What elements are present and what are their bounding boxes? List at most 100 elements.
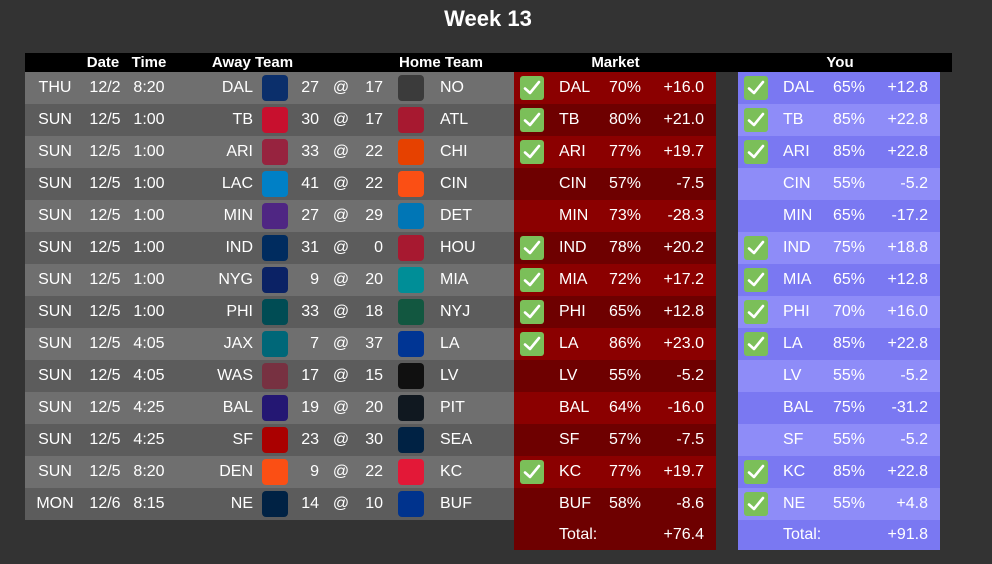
market-pick-value: -7.5 [676, 175, 704, 192]
at-symbol: @ [332, 303, 350, 320]
market-check-icon [520, 300, 544, 324]
at-symbol: @ [332, 335, 350, 352]
away-team-logo-icon [262, 363, 288, 389]
you-pick-team: SF [783, 431, 804, 448]
you-pick-pct: 85% [832, 111, 865, 128]
you-pick-panel [738, 264, 940, 296]
table-row: SUN 12/5 1:00 MIN 27 @29 DET MIN 73% -28.3 MIN 65% -… [25, 200, 952, 232]
page-title: Week 13 [444, 6, 532, 31]
you-pick-panel [738, 200, 940, 232]
market-pick-team: LV [559, 367, 578, 384]
table-row: SUN 12/5 4:25 SF 23 @30 SEA SF 57% -7.5 SF 55% -5.2 [25, 424, 952, 456]
market-pick-panel [514, 328, 716, 360]
game-time: 4:25 [133, 431, 165, 448]
game-date: 12/5 [89, 303, 121, 320]
market-pick-pct: 77% [608, 463, 641, 480]
you-total-value: +91.8 [887, 526, 928, 543]
game-date: 12/5 [89, 111, 121, 128]
you-pick-panel [738, 232, 940, 264]
game-time: 8:20 [133, 79, 165, 96]
market-pick-pct: 64% [608, 399, 641, 416]
market-pick-pct: 78% [608, 239, 641, 256]
away-team-logo-icon [262, 427, 288, 453]
away-score: 41 [301, 175, 319, 192]
home-team: LA [440, 335, 460, 352]
market-pick-team: MIN [559, 207, 589, 224]
market-pick-team: IND [559, 239, 587, 256]
you-pick-value: +22.8 [887, 143, 928, 160]
you-pick-value: -31.2 [891, 399, 928, 416]
you-pick-team: MIA [783, 271, 812, 288]
away-team-logo-icon [262, 299, 288, 325]
market-pick-panel [514, 264, 716, 296]
home-team-logo-icon [398, 203, 424, 229]
at-symbol: @ [332, 431, 350, 448]
you-pick-panel [738, 424, 940, 456]
you-pick-panel [738, 328, 940, 360]
market-pick-value: -8.6 [676, 495, 704, 512]
away-score: 31 [301, 239, 319, 256]
away-team: TB [232, 111, 253, 128]
game-day: SUN [38, 367, 72, 384]
home-team-logo-icon [398, 491, 424, 517]
you-pick-value: +4.8 [896, 495, 928, 512]
game-time: 8:15 [133, 495, 165, 512]
game-day: SUN [38, 431, 72, 448]
you-pick-pct: 55% [832, 495, 865, 512]
game-time: 4:05 [133, 335, 165, 352]
home-score: 30 [365, 431, 383, 448]
table-row: SUN 12/5 1:00 ARI 33 @22 CHI ARI 77% +19.7 ARI 85% +… [25, 136, 952, 168]
away-score: 9 [310, 271, 319, 288]
game-time: 8:20 [133, 463, 165, 480]
market-pick-panel [514, 232, 716, 264]
header-market: Market [591, 54, 640, 71]
you-check-icon [744, 108, 768, 132]
market-pick-panel [514, 296, 716, 328]
table-row: SUN 12/5 1:00 IND 31 @0 HOU IND 78% +20.2 IND 75% +1… [25, 232, 952, 264]
away-team-logo-icon [262, 107, 288, 133]
you-pick-team: IND [783, 239, 811, 256]
away-team: NE [230, 495, 253, 512]
game-time: 1:00 [133, 175, 165, 192]
game-date: 12/5 [89, 175, 121, 192]
away-team: PHI [226, 303, 253, 320]
you-pick-value: -5.2 [900, 175, 928, 192]
game-date: 12/5 [89, 431, 121, 448]
you-pick-team: CIN [783, 175, 811, 192]
market-total-value: +76.4 [663, 526, 704, 543]
you-check-icon [744, 300, 768, 324]
totals-row: Total: +76.4 Total: +91.8 [0, 520, 992, 550]
you-pick-pct: 70% [832, 303, 865, 320]
table-row: THU 12/2 8:20 DAL 27 @17 NO DAL 70% +16.0 DAL 65% +1… [25, 72, 952, 104]
you-pick-pct: 65% [832, 207, 865, 224]
away-score: 33 [301, 303, 319, 320]
you-pick-value: +22.8 [887, 111, 928, 128]
away-score: 9 [310, 463, 319, 480]
market-pick-team: PHI [559, 303, 586, 320]
you-pick-team: KC [783, 463, 806, 480]
game-day: SUN [38, 335, 72, 352]
you-check-icon [744, 268, 768, 292]
you-pick-value: +18.8 [887, 239, 928, 256]
market-check-icon [520, 140, 544, 164]
game-date: 12/5 [89, 399, 121, 416]
at-symbol: @ [332, 79, 350, 96]
game-time: 4:05 [133, 367, 165, 384]
game-day: SUN [38, 111, 72, 128]
market-pick-value: -16.0 [667, 399, 704, 416]
market-pick-pct: 72% [608, 271, 641, 288]
home-team-logo-icon [398, 427, 424, 453]
header-date: Date [86, 54, 120, 71]
market-pick-pct: 70% [608, 79, 641, 96]
market-pick-pct: 65% [608, 303, 641, 320]
you-pick-team: BAL [783, 399, 814, 416]
market-check-icon [520, 332, 544, 356]
away-team: WAS [217, 367, 253, 384]
game-day: MON [36, 495, 74, 512]
market-pick-value: +16.0 [663, 79, 704, 96]
at-symbol: @ [332, 207, 350, 224]
away-team-logo-icon [262, 459, 288, 485]
game-date: 12/6 [89, 495, 121, 512]
market-pick-team: BUF [559, 495, 591, 512]
home-team: PIT [440, 399, 465, 416]
